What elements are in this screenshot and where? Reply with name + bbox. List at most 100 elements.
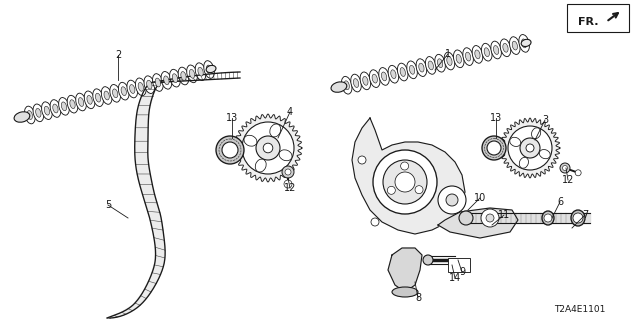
Text: 8: 8 (415, 293, 421, 303)
Ellipse shape (78, 98, 84, 107)
Text: FR.: FR. (578, 17, 598, 27)
Text: 5: 5 (105, 200, 111, 210)
Circle shape (415, 186, 423, 194)
Ellipse shape (484, 48, 490, 57)
Ellipse shape (24, 106, 35, 124)
Ellipse shape (456, 54, 461, 63)
Circle shape (508, 126, 552, 170)
Ellipse shape (491, 41, 501, 59)
Ellipse shape (206, 65, 216, 73)
Ellipse shape (463, 48, 474, 65)
Ellipse shape (363, 76, 368, 85)
Ellipse shape (42, 102, 52, 119)
Ellipse shape (244, 135, 257, 146)
Ellipse shape (50, 100, 61, 117)
Ellipse shape (172, 74, 178, 83)
Text: 2: 2 (115, 50, 121, 60)
Ellipse shape (195, 63, 206, 80)
Circle shape (446, 194, 458, 206)
Circle shape (401, 162, 408, 170)
Ellipse shape (410, 65, 415, 74)
Polygon shape (466, 213, 590, 223)
Polygon shape (352, 118, 465, 234)
Circle shape (222, 142, 238, 158)
Text: 14: 14 (449, 273, 461, 283)
Ellipse shape (360, 72, 371, 90)
Circle shape (256, 136, 280, 160)
Ellipse shape (428, 61, 433, 70)
Ellipse shape (481, 43, 492, 61)
Ellipse shape (255, 159, 266, 172)
Circle shape (284, 180, 292, 188)
Ellipse shape (381, 72, 387, 81)
Circle shape (459, 211, 473, 225)
Text: 11: 11 (498, 210, 510, 220)
Ellipse shape (121, 87, 126, 96)
Ellipse shape (270, 124, 281, 137)
Polygon shape (500, 118, 560, 178)
Text: 13: 13 (490, 113, 502, 123)
Ellipse shape (510, 137, 521, 147)
Ellipse shape (509, 37, 520, 54)
Ellipse shape (519, 35, 529, 52)
Ellipse shape (138, 83, 143, 91)
Ellipse shape (181, 72, 186, 80)
Ellipse shape (351, 74, 362, 92)
Ellipse shape (118, 82, 129, 100)
Text: 9: 9 (459, 267, 465, 277)
Ellipse shape (101, 87, 112, 104)
Ellipse shape (388, 65, 399, 83)
Ellipse shape (447, 57, 452, 65)
Ellipse shape (44, 106, 49, 115)
Ellipse shape (36, 108, 41, 117)
Circle shape (387, 186, 396, 194)
Circle shape (242, 122, 294, 174)
Ellipse shape (70, 100, 75, 108)
Ellipse shape (95, 93, 100, 102)
Ellipse shape (147, 80, 152, 89)
Ellipse shape (341, 76, 352, 94)
Ellipse shape (76, 93, 86, 111)
Circle shape (526, 144, 534, 152)
Ellipse shape (14, 112, 30, 122)
Ellipse shape (61, 102, 67, 111)
Text: 3: 3 (542, 115, 548, 125)
Circle shape (263, 143, 273, 153)
Circle shape (358, 156, 366, 164)
Circle shape (544, 214, 552, 222)
Ellipse shape (522, 39, 527, 48)
Ellipse shape (400, 68, 405, 76)
Ellipse shape (93, 89, 104, 107)
Ellipse shape (391, 70, 396, 79)
Ellipse shape (379, 68, 389, 85)
Circle shape (575, 170, 581, 176)
Ellipse shape (353, 79, 358, 87)
Ellipse shape (170, 69, 180, 87)
Circle shape (216, 136, 244, 164)
Ellipse shape (397, 63, 408, 81)
Ellipse shape (519, 157, 529, 168)
Circle shape (520, 138, 540, 158)
Circle shape (383, 160, 427, 204)
Ellipse shape (164, 76, 169, 85)
Ellipse shape (187, 65, 197, 83)
Polygon shape (234, 114, 302, 182)
Ellipse shape (472, 45, 483, 63)
Ellipse shape (540, 149, 550, 159)
Ellipse shape (532, 128, 541, 139)
FancyBboxPatch shape (567, 4, 629, 32)
Circle shape (563, 165, 568, 171)
Ellipse shape (152, 74, 163, 91)
Circle shape (285, 169, 291, 175)
Ellipse shape (129, 84, 135, 93)
Text: 4: 4 (287, 107, 293, 117)
Ellipse shape (113, 89, 118, 98)
Ellipse shape (198, 67, 204, 76)
Bar (448, 258, 470, 272)
Circle shape (481, 209, 499, 227)
Text: 12: 12 (284, 183, 296, 193)
Polygon shape (438, 208, 518, 238)
Ellipse shape (392, 287, 418, 297)
Ellipse shape (33, 104, 44, 122)
Ellipse shape (59, 98, 69, 115)
